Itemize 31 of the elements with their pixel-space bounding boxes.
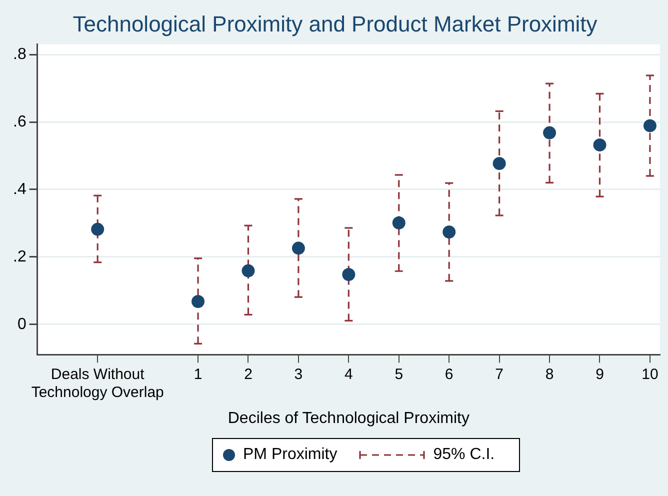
x-tick-label: 3	[294, 366, 303, 383]
point	[242, 264, 255, 278]
x-tick-label: 8	[545, 366, 554, 383]
point	[342, 268, 356, 281]
x-tick-label: 10	[642, 366, 658, 383]
text: 95% C.I.	[433, 446, 495, 464]
point	[91, 222, 104, 236]
x-tick-label: 9	[596, 366, 604, 383]
x-tick-label: 6	[444, 366, 454, 383]
x-axis-title: Deciles of Technological Proximity	[228, 410, 470, 427]
y-tick-label: 0	[17, 316, 26, 333]
x-tick-label: 7	[495, 366, 504, 383]
x-tick-label: 5	[394, 366, 404, 383]
x-tick-label: 2	[244, 366, 252, 383]
point	[543, 126, 556, 140]
x-tick-label: 1	[194, 366, 202, 383]
point	[593, 138, 606, 152]
point	[292, 242, 305, 255]
y-tick-label: .8	[13, 46, 26, 63]
y-tick-label: .6	[13, 113, 26, 130]
point	[442, 225, 456, 238]
x-tick-label: 4	[344, 366, 353, 383]
point	[492, 157, 506, 170]
legend-label: PM Proximity	[243, 446, 338, 464]
point	[392, 216, 406, 230]
chart-title: Technological Proximity and Product Market Proximity	[72, 11, 598, 36]
x-tick-label: Deals Without Technology Overlap	[31, 366, 164, 401]
y-tick-label: .4	[13, 180, 26, 198]
point	[192, 294, 205, 308]
y-tick-label: .2	[13, 248, 26, 266]
point	[643, 119, 656, 132]
